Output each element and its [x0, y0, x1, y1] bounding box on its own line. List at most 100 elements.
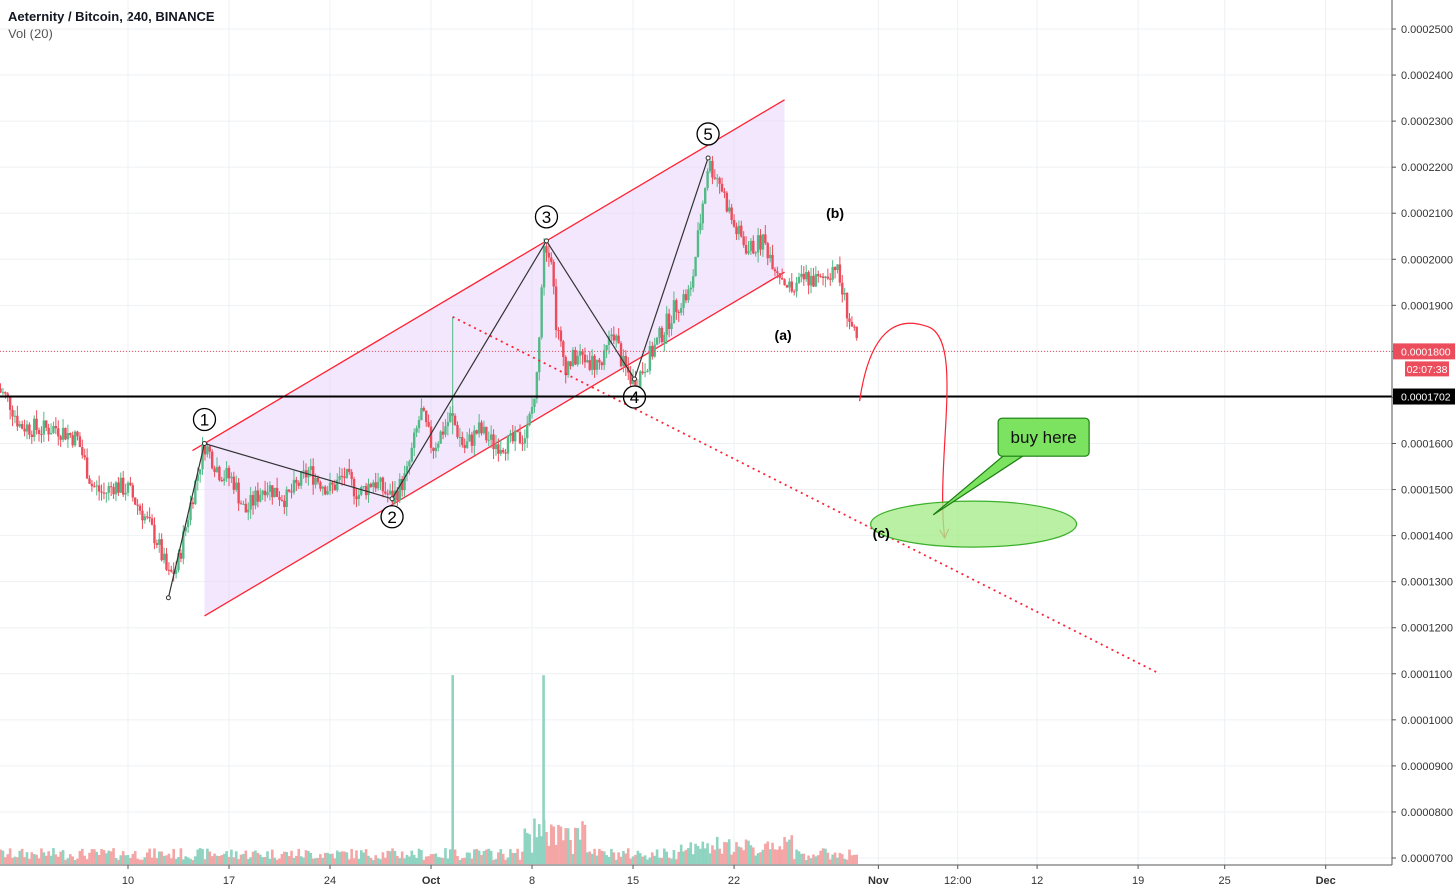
symbol-title[interactable]: Aeternity / Bitcoin, 240, BINANCE — [8, 9, 215, 24]
candle-body — [244, 503, 248, 513]
candle-body — [20, 424, 24, 429]
volume-bar — [66, 858, 70, 864]
candle-body — [538, 337, 541, 373]
candle-body — [155, 543, 159, 545]
volume-bar — [756, 853, 760, 864]
price-tick-label: 0.0002400 — [1401, 70, 1453, 82]
candle-body — [121, 477, 125, 495]
buy-here-text: buy here — [1011, 428, 1077, 447]
volume-bar — [299, 856, 303, 864]
volume-bar — [658, 857, 661, 864]
candle-body — [453, 415, 457, 425]
volume-bar — [790, 835, 794, 864]
candle-body — [756, 235, 760, 253]
volume-bar — [557, 824, 560, 864]
volume-bar — [263, 857, 267, 864]
time-tick-label: 22 — [728, 875, 740, 887]
candle-body — [376, 481, 380, 489]
volume-bar — [703, 848, 707, 864]
volume-bar — [812, 854, 815, 864]
candle-body — [605, 345, 608, 351]
candle-body — [694, 256, 697, 277]
volume-bar — [739, 847, 743, 864]
volume-bar — [359, 850, 363, 864]
volume-bar — [809, 858, 813, 864]
volume-bar — [218, 856, 221, 864]
volume-bar — [273, 857, 277, 864]
volume-bar — [278, 858, 281, 864]
volume-bar — [715, 836, 719, 864]
candle-body — [506, 435, 510, 454]
candle-body — [518, 432, 522, 444]
volume-bar — [631, 856, 635, 864]
volume-bar — [802, 853, 806, 864]
candle-body — [314, 477, 317, 485]
candle-body — [384, 491, 387, 494]
volume-bar — [836, 857, 839, 864]
candle-body — [463, 445, 466, 448]
candle-body — [40, 434, 43, 436]
volume-bar — [326, 852, 329, 864]
volume-bar — [352, 858, 356, 864]
volume-bar — [172, 848, 175, 864]
countdown-badge — [1405, 361, 1449, 377]
volume-bar — [684, 849, 688, 864]
volume-bar — [677, 851, 681, 864]
candle-body — [470, 434, 474, 446]
candle-body — [379, 477, 382, 482]
volume-bar — [672, 849, 676, 864]
volume-bar — [148, 848, 151, 864]
volume-bar — [112, 848, 115, 864]
candle-body — [292, 479, 296, 493]
candle-body — [576, 355, 579, 365]
candle-body — [795, 282, 798, 292]
volume-bar — [95, 851, 99, 864]
candle-body — [675, 300, 678, 312]
candle-body — [742, 236, 745, 246]
candle-body — [646, 370, 649, 373]
candle-body — [468, 434, 471, 442]
volume-bar — [206, 848, 209, 864]
candle-body — [841, 282, 844, 295]
candle-body — [396, 490, 399, 501]
candle-body — [533, 398, 536, 407]
volume-bar — [68, 854, 72, 864]
volume-bar — [840, 854, 844, 864]
channel-fill — [204, 99, 785, 616]
volume-bar — [194, 856, 197, 864]
volume-bar — [477, 850, 481, 864]
volume-bar — [547, 845, 551, 864]
candle-body — [162, 553, 166, 561]
volume-bar — [355, 850, 358, 864]
volume-bar — [511, 852, 515, 864]
volume-bar — [49, 855, 53, 864]
wave-label-circle — [380, 505, 404, 529]
candle-body — [134, 497, 137, 505]
candle-body — [33, 418, 36, 438]
candle-body — [663, 334, 666, 343]
volume-bar — [648, 857, 652, 864]
last-price-value: 0.0001800 — [1401, 346, 1451, 358]
candle-body — [165, 553, 168, 570]
support-price-badge — [1393, 388, 1455, 405]
volume-bar — [771, 842, 774, 864]
candle-body — [790, 281, 793, 292]
volume-bar — [833, 852, 837, 864]
candle-body — [735, 226, 738, 235]
price-tick-label: 0.0001100 — [1401, 669, 1452, 681]
volume-bar — [552, 826, 555, 864]
volume-bar — [374, 855, 378, 864]
volume-bar — [752, 847, 755, 864]
volume-bar — [470, 858, 474, 864]
volume-bar — [268, 858, 272, 864]
volume-bar — [559, 826, 563, 864]
volume-indicator-label[interactable]: Vol (20) — [8, 26, 53, 41]
candle-body — [679, 308, 683, 313]
wave-pivot-point — [201, 441, 207, 446]
volume-bar — [280, 854, 284, 864]
candle-body — [602, 350, 606, 366]
volume-bar — [30, 852, 34, 864]
volume-bar — [562, 840, 565, 864]
candle-body — [752, 240, 755, 254]
